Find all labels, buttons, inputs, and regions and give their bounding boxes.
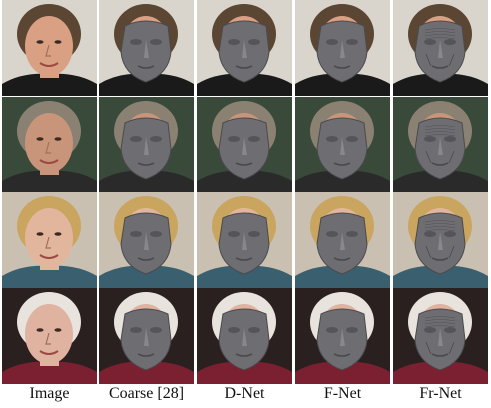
- input-face-photo: [2, 97, 97, 193]
- column-label: Image: [29, 385, 70, 402]
- reconstruction-face-mesh: [295, 192, 390, 288]
- column-label: Coarse [28]: [108, 385, 185, 402]
- reconstruction-face-mesh: [99, 192, 194, 288]
- reconstruction-face-mesh: [197, 192, 292, 288]
- column-label: F-Net: [323, 385, 362, 402]
- column-label: D-Net: [224, 385, 265, 402]
- reconstruction-face-mesh: [393, 97, 488, 193]
- input-face-photo: [2, 192, 97, 288]
- reconstruction-face-mesh: [393, 192, 488, 288]
- reconstruction-face-mesh: [295, 288, 390, 384]
- input-face-photo: [2, 0, 97, 96]
- reconstruction-face-mesh: [99, 0, 194, 96]
- reconstruction-face-mesh: [393, 0, 488, 96]
- reconstruction-face-mesh: [99, 288, 194, 384]
- reconstruction-face-mesh: [197, 288, 292, 384]
- reconstruction-face-mesh: [295, 0, 390, 96]
- reconstruction-face-mesh: [99, 97, 194, 193]
- reconstruction-face-mesh: [393, 288, 488, 384]
- reconstruction-face-mesh: [197, 97, 292, 193]
- reconstruction-face-mesh: [295, 97, 390, 193]
- reconstruction-face-mesh: [197, 0, 292, 96]
- input-face-photo: [2, 288, 97, 384]
- column-label: Fr-Net: [419, 385, 462, 402]
